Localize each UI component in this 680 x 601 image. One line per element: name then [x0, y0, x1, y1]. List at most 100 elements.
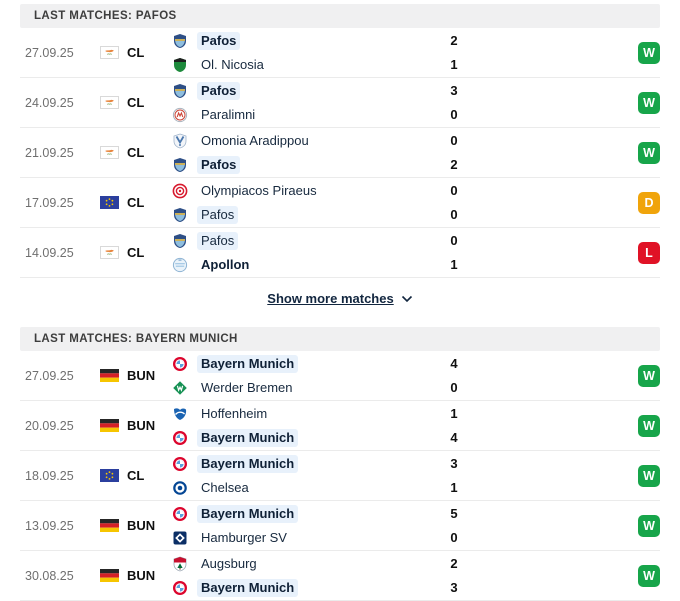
result-cell: W — [462, 414, 660, 437]
augsburg-logo-icon — [172, 556, 188, 572]
cyprus-flag-icon — [100, 246, 119, 259]
match-date: 17.09.25 — [25, 195, 74, 210]
team-name: Pafos — [197, 81, 241, 100]
competition-cell: BUN — [100, 418, 172, 433]
team-score: 3 — [450, 83, 458, 98]
competition-label: BUN — [127, 368, 156, 383]
team-line: Augsburg 2 — [172, 553, 462, 575]
team-score: 4 — [450, 356, 458, 371]
competition-label: BUN — [127, 418, 156, 433]
team-score: 0 — [450, 530, 458, 545]
germany-flag-icon — [100, 419, 119, 432]
team-line: Bayern Munich 4 — [172, 427, 462, 449]
pafos-logo-icon — [172, 233, 188, 249]
paralimni-logo-icon — [172, 107, 188, 123]
result-cell: W — [462, 91, 660, 114]
competition-label: CL — [127, 195, 145, 210]
match-row[interactable]: 21.09.25 CL Omonia Aradippou 0 Pafos 2 W — [20, 128, 660, 178]
result-badge: W — [638, 91, 660, 114]
competition-label: CL — [127, 95, 145, 110]
germany-flag-icon — [100, 569, 119, 582]
result-cell: W — [462, 141, 660, 164]
show-more-row: Show more matches — [0, 278, 680, 318]
result-badge: W — [638, 41, 660, 64]
team-line: Ol. Nicosia 1 — [172, 54, 462, 76]
team-score: 3 — [450, 580, 458, 595]
team-score: 0 — [450, 133, 458, 148]
team-line: Olympiacos Piraeus 0 — [172, 180, 462, 202]
match-row[interactable]: 14.09.25 CL Pafos 0 Apollon 1 L — [20, 228, 660, 278]
team-score: 1 — [450, 406, 458, 421]
section-header: LAST MATCHES: BAYERN MUNICH — [20, 327, 660, 351]
team-score: 3 — [450, 456, 458, 471]
werder-bremen-logo-icon — [172, 380, 188, 396]
competition-cell: CL — [100, 95, 172, 110]
match-date: 27.09.25 — [25, 45, 74, 60]
ol-nicosia-logo-icon — [172, 57, 188, 73]
team-score: 0 — [450, 233, 458, 248]
match-row[interactable]: 17.09.25 CL Olympiacos Piraeus 0 Pafos 0 D — [20, 178, 660, 228]
bayern-munich-logo-icon — [172, 580, 188, 596]
team-name: Apollon — [201, 257, 250, 272]
team-score: 1 — [450, 480, 458, 495]
team-line: Omonia Aradippou 0 — [172, 130, 462, 152]
germany-flag-icon — [100, 519, 119, 532]
bayern-munich-logo-icon — [172, 456, 188, 472]
show-more-link[interactable]: Show more matches — [267, 290, 394, 306]
result-badge: W — [638, 364, 660, 387]
team-line: Pafos 2 — [172, 30, 462, 52]
match-row[interactable]: 13.09.25 BUN Bayern Munich 5 Hamburger SV 0 W — [20, 501, 660, 551]
teams-column: Augsburg 2 Bayern Munich 3 — [172, 553, 462, 599]
teams-column: Hoffenheim 1 Bayern Munich 4 — [172, 403, 462, 449]
team-name: Werder Bremen — [201, 380, 293, 395]
matches-section: LAST MATCHES: PAFOS 27.09.25 CL Pafos 2 Ol. N… — [0, 4, 680, 318]
eu-flag-icon — [100, 469, 119, 482]
competition-label: BUN — [127, 568, 156, 583]
team-name: Hoffenheim — [201, 406, 268, 421]
section-header: LAST MATCHES: PAFOS — [20, 4, 660, 28]
matches-section: LAST MATCHES: BAYERN MUNICH 27.09.25 BUN Ba… — [0, 327, 680, 601]
team-score: 2 — [450, 33, 458, 48]
result-cell: W — [462, 364, 660, 387]
hamburger-sv-logo-icon — [172, 530, 188, 546]
team-line: Pafos 3 — [172, 80, 462, 102]
result-cell: D — [462, 191, 660, 214]
match-date: 21.09.25 — [25, 145, 74, 160]
result-badge: W — [638, 141, 660, 164]
competition-cell: CL — [100, 245, 172, 260]
match-row[interactable]: 24.09.25 CL Pafos 3 Paralimni 0 W — [20, 78, 660, 128]
competition-cell: BUN — [100, 368, 172, 383]
result-cell: L — [462, 241, 660, 264]
match-row[interactable]: 20.09.25 BUN Hoffenheim 1 Bayern Munich 4 W — [20, 401, 660, 451]
result-badge: W — [638, 564, 660, 587]
pafos-logo-icon — [172, 83, 188, 99]
match-row[interactable]: 27.09.25 CL Pafos 2 Ol. Nicosia 1 W — [20, 28, 660, 78]
result-cell: W — [462, 564, 660, 587]
chevron-down-icon — [401, 295, 413, 303]
omonia-aradippou-logo-icon — [172, 133, 188, 149]
team-line: Pafos 0 — [172, 204, 462, 226]
match-row[interactable]: 18.09.25 CL Bayern Munich 3 Chelsea 1 W — [20, 451, 660, 501]
team-line: Pafos 0 — [172, 230, 462, 252]
match-date: 13.09.25 — [25, 518, 74, 533]
competition-label: CL — [127, 468, 145, 483]
team-name: Pafos — [197, 231, 239, 250]
result-badge: W — [638, 414, 660, 437]
team-line: Pafos 2 — [172, 154, 462, 176]
team-line: Bayern Munich 3 — [172, 577, 462, 599]
competition-cell: CL — [100, 145, 172, 160]
match-row[interactable]: 27.09.25 BUN Bayern Munich 4 Werder Bremen 0 W — [20, 351, 660, 401]
hoffenheim-logo-icon — [172, 406, 188, 422]
result-badge: W — [638, 464, 660, 487]
cyprus-flag-icon — [100, 46, 119, 59]
team-line: Paralimni 0 — [172, 104, 462, 126]
team-line: Chelsea 1 — [172, 477, 462, 499]
result-cell: W — [462, 464, 660, 487]
pafos-logo-icon — [172, 33, 188, 49]
team-name: Hamburger SV — [201, 530, 287, 545]
competition-cell: CL — [100, 45, 172, 60]
competition-cell: BUN — [100, 568, 172, 583]
cyprus-flag-icon — [100, 96, 119, 109]
team-score: 0 — [450, 183, 458, 198]
match-row[interactable]: 30.08.25 BUN Augsburg 2 Bayern Munich 3 W — [20, 551, 660, 601]
